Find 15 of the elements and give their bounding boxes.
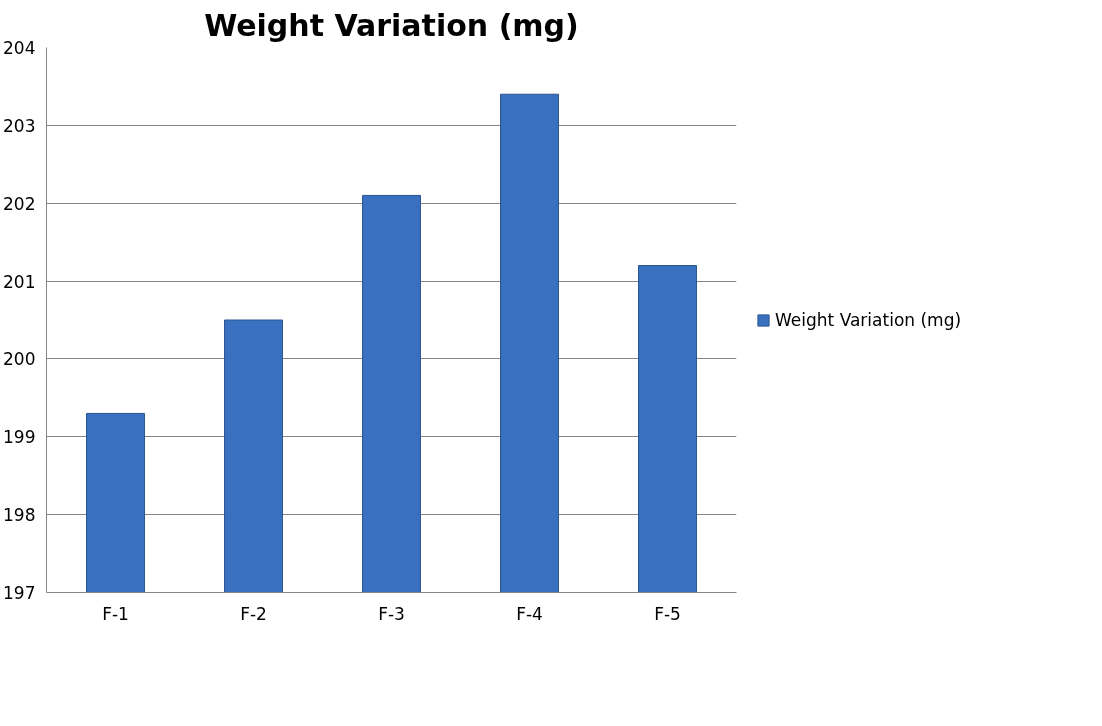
legend-label: Weight Variation (mg) bbox=[775, 309, 962, 330]
x-tick-label: F-5 bbox=[654, 603, 681, 624]
y-tick-label: 203 bbox=[3, 115, 36, 136]
x-tick-label: F-3 bbox=[378, 603, 405, 624]
x-tick-label: F-2 bbox=[240, 603, 267, 624]
y-tick-label: 198 bbox=[3, 505, 36, 526]
y-tick-label: 199 bbox=[3, 427, 36, 448]
y-tick-label: 200 bbox=[3, 349, 36, 370]
y-tick-label: 201 bbox=[3, 271, 36, 292]
chart-title: Weight Variation (mg) bbox=[204, 7, 579, 43]
x-tick-label: F-4 bbox=[516, 603, 543, 624]
y-tick-label: 197 bbox=[3, 583, 36, 603]
x-tick-label: F-1 bbox=[102, 603, 129, 624]
y-tick-label: 204 bbox=[3, 38, 36, 58]
y-tick-label: 202 bbox=[3, 193, 36, 214]
